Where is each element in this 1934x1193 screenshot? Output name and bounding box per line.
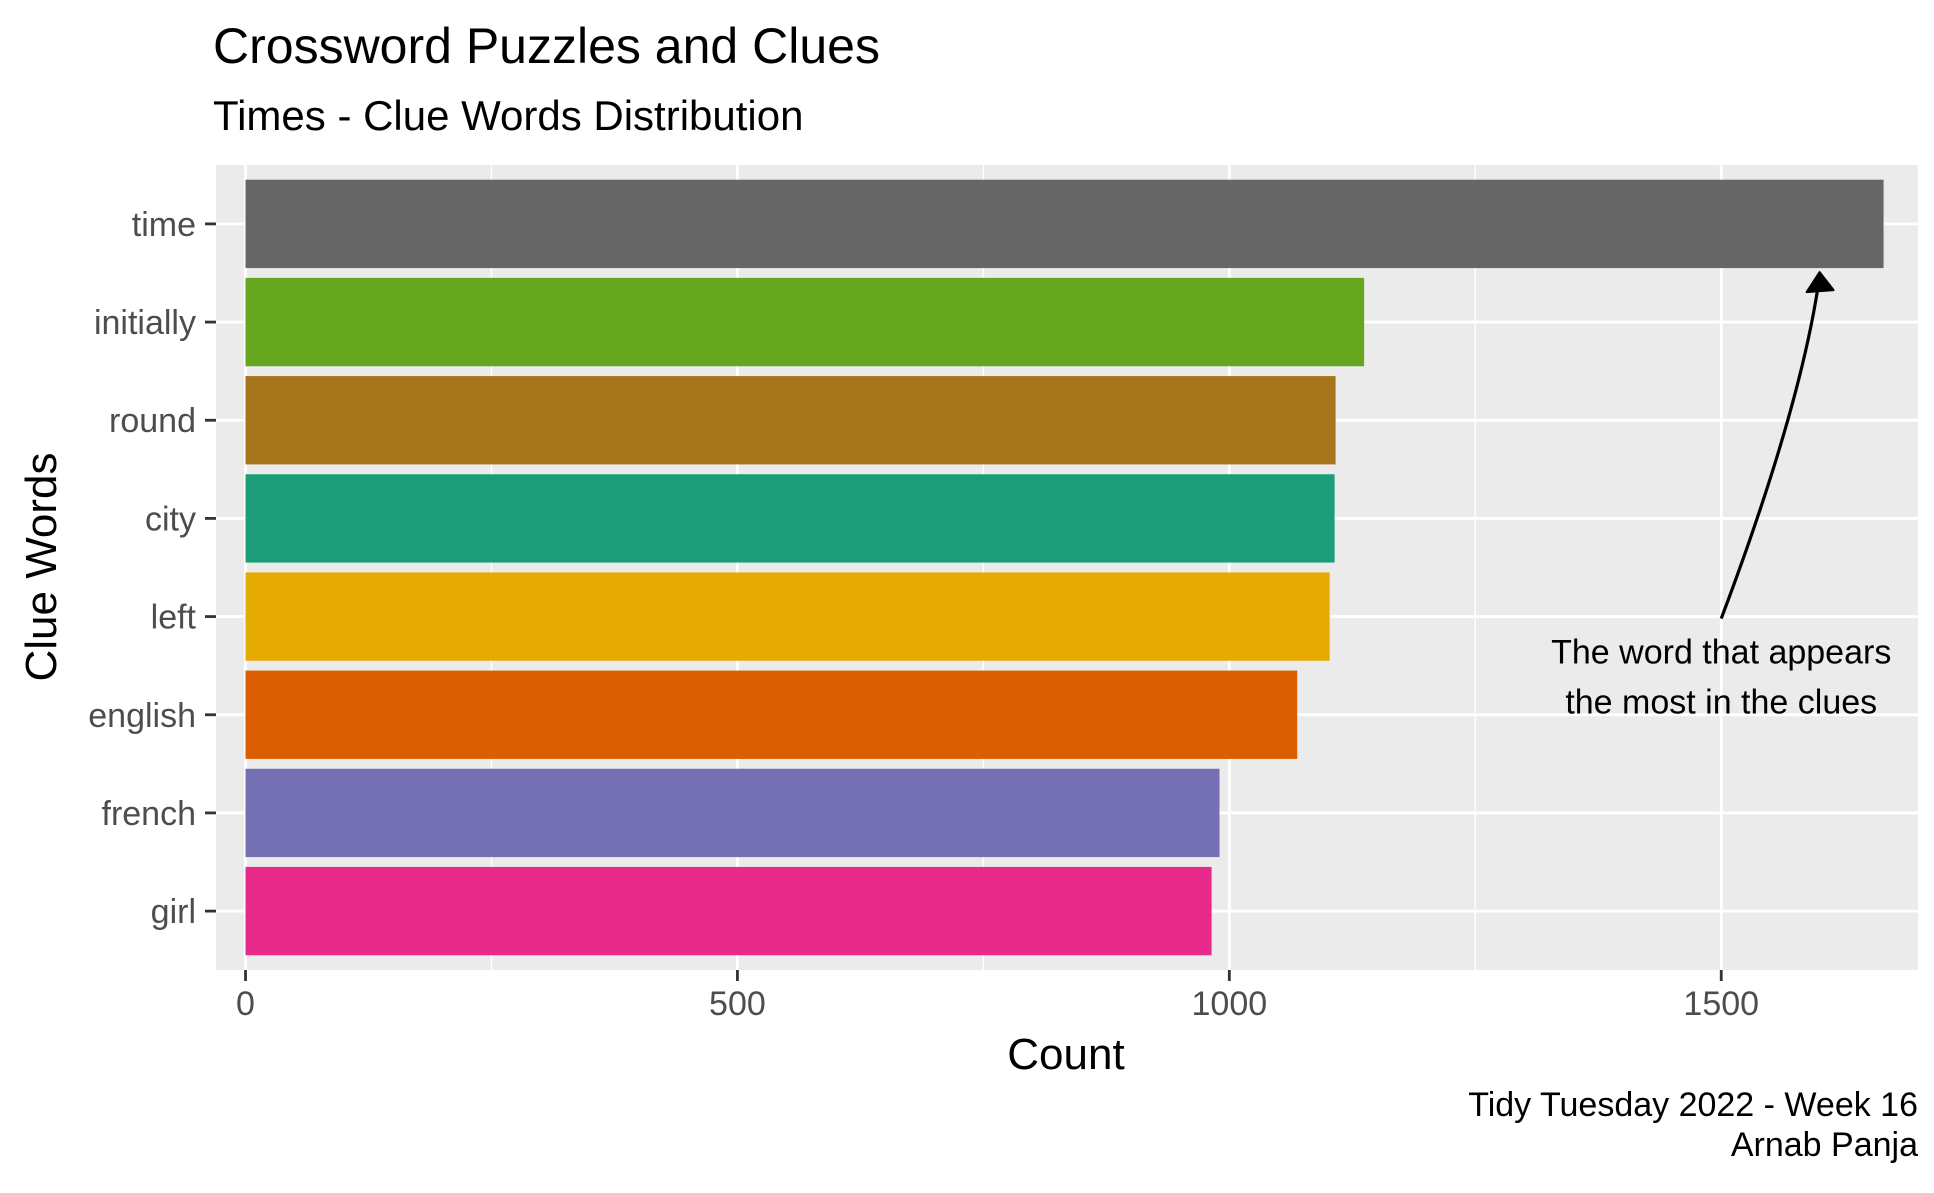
bar-french: [245, 768, 1220, 858]
x-tick-label: 1500: [1683, 985, 1759, 1023]
annotation: The word that appears the most in the clu…: [1551, 271, 1891, 722]
y-tick-label: french: [102, 795, 197, 833]
y-tick-label: city: [145, 500, 196, 538]
axes: time initially round city left english french g…: [88, 206, 1759, 1023]
x-tick-label: 1000: [1192, 985, 1268, 1023]
annotation-arrow: [1719, 275, 1822, 620]
y-axis-label: Clue Words: [17, 452, 66, 681]
x-tick-label: 0: [236, 985, 255, 1023]
bar-city: [245, 474, 1335, 563]
bar-girl: [245, 866, 1212, 956]
caption-line-1: Tidy Tuesday 2022 - Week 16: [1468, 1086, 1918, 1124]
y-tick-label: round: [109, 402, 196, 440]
annotation-text-line-1: The word that appears: [1551, 634, 1891, 672]
y-tick-label: time: [132, 206, 196, 244]
annotation-arrowhead: [1805, 271, 1835, 294]
y-tick-label: initially: [94, 304, 196, 342]
bars: [245, 179, 1884, 956]
caption-line-2: Arnab Panja: [1730, 1126, 1918, 1164]
chart-subtitle: Times - Clue Words Distribution: [213, 92, 804, 139]
caption: Tidy Tuesday 2022 - Week 16 Arnab Panja: [1468, 1085, 1918, 1165]
bar-round: [245, 376, 1336, 465]
y-tick-label: english: [88, 697, 196, 735]
bar-time: [245, 179, 1884, 269]
x-tick-label: 500: [709, 985, 766, 1023]
chart-title: Crossword Puzzles and Clues: [213, 18, 880, 74]
annotation-text-line-2: the most in the clues: [1565, 684, 1877, 722]
y-tick-label: girl: [151, 893, 196, 931]
x-axis-label: Count: [1007, 1030, 1124, 1079]
bar-initially: [245, 277, 1365, 367]
bar-left: [245, 572, 1330, 661]
y-tick-label: left: [151, 599, 197, 637]
bar-english: [245, 670, 1298, 759]
